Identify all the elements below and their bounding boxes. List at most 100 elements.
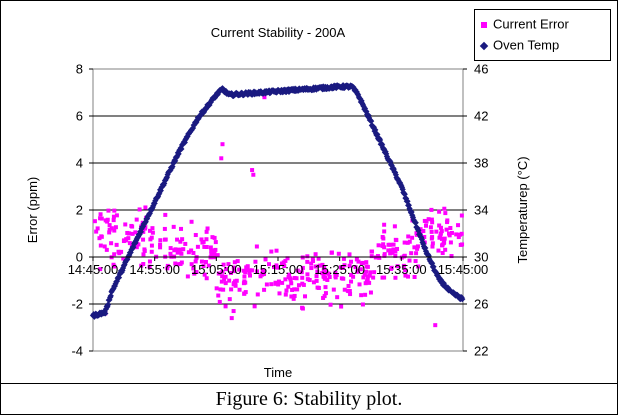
current-error-point [316, 256, 321, 261]
current-error-point [204, 229, 209, 234]
current-error-point [300, 275, 305, 280]
current-error-point [189, 248, 194, 253]
current-error-point [149, 235, 154, 240]
current-error-point [149, 249, 154, 254]
current-error-point [218, 287, 223, 292]
current-error-point [251, 172, 256, 177]
current-error-point [300, 306, 305, 311]
current-error-point [351, 274, 356, 279]
current-error-point [428, 225, 433, 230]
current-error-point [199, 259, 204, 264]
y-right-tick-label: 42 [474, 109, 488, 124]
y-left-tick-label: 2 [76, 203, 83, 218]
current-error-point [386, 248, 391, 253]
current-error-point [114, 213, 119, 218]
current-error-point [228, 270, 233, 275]
current-error-point [454, 232, 459, 237]
caption-box: Figure 6: Stability plot. [1, 383, 617, 416]
current-error-point [460, 242, 465, 247]
current-error-point [205, 226, 210, 231]
current-error-point [204, 237, 209, 242]
current-error-point [410, 235, 415, 240]
current-error-point [407, 258, 412, 263]
current-error-point [333, 270, 338, 275]
current-error-point [305, 254, 310, 259]
y-right-tick-label: 38 [474, 156, 488, 171]
current-error-point [173, 261, 178, 266]
stability-chart: 14:45:00 14:55:00 15:05:00 15:15:00 15:25:00… [25, 25, 530, 380]
current-error-point [395, 264, 400, 269]
current-error-point [126, 231, 131, 236]
current-error-point [391, 242, 396, 247]
current-error-point [243, 270, 248, 275]
current-error-point [252, 304, 257, 309]
current-error-point [288, 276, 293, 281]
current-error-point [216, 271, 221, 276]
current-error-point [296, 283, 301, 288]
current-error-point [141, 252, 146, 257]
current-error-point [290, 287, 295, 292]
current-error-point [247, 268, 252, 273]
current-error-point [231, 265, 236, 270]
current-error-point [358, 267, 363, 272]
current-error-point [111, 262, 116, 267]
current-error-point [215, 253, 220, 258]
current-error-point [327, 275, 332, 280]
current-error-point [247, 273, 252, 278]
current-error-point [180, 237, 185, 242]
current-error-point [359, 293, 364, 298]
current-error-point [347, 252, 352, 257]
current-error-point [260, 272, 265, 277]
y-left-tick-label: -4 [71, 344, 83, 359]
current-error-point [98, 216, 103, 221]
current-error-point [103, 218, 108, 223]
current-error-point [112, 208, 117, 213]
current-error-point [436, 248, 441, 253]
current-error-point [355, 269, 360, 274]
current-error-point [430, 235, 435, 240]
y-left-tick-labels: 8 6 4 2 0 -2 -4 [71, 62, 93, 359]
current-error-point [150, 226, 155, 231]
current-error-point [274, 248, 279, 253]
current-error-point [209, 252, 214, 257]
current-error-point [338, 265, 343, 270]
current-error-point [185, 274, 190, 279]
oven-temp-point [178, 145, 185, 153]
current-error-point [206, 263, 211, 268]
current-error-point [381, 236, 386, 241]
current-error-point [444, 227, 449, 232]
current-error-point [234, 278, 239, 283]
oven-temp-series [89, 82, 466, 320]
current-error-point [309, 266, 314, 271]
current-error-point [429, 217, 434, 222]
current-error-point [349, 273, 354, 278]
current-error-point [282, 264, 287, 269]
current-error-point [335, 295, 340, 300]
current-error-point [382, 275, 387, 280]
current-error-point [212, 235, 217, 240]
current-error-point [216, 293, 221, 298]
current-error-point [178, 247, 183, 252]
current-error-point [94, 229, 99, 234]
current-error-point [114, 242, 119, 247]
current-error-point [448, 240, 453, 245]
current-error-point [381, 242, 386, 247]
current-error-point [314, 274, 319, 279]
y-left-tick-label: 0 [76, 250, 83, 265]
current-error-point [221, 287, 226, 292]
current-error-point [285, 256, 290, 261]
current-error-point [426, 217, 431, 222]
current-error-point [321, 268, 326, 273]
current-error-point [440, 243, 445, 248]
current-error-point [349, 259, 354, 264]
current-error-point [412, 274, 417, 279]
current-error-point [178, 239, 183, 244]
current-error-point [233, 283, 238, 288]
current-error-point [322, 294, 327, 299]
current-error-point [186, 250, 191, 255]
current-error-point [147, 228, 152, 233]
current-error-point [273, 280, 278, 285]
y-right-tick-label: 34 [474, 203, 488, 218]
current-error-point [104, 247, 109, 252]
current-error-point [430, 244, 435, 249]
